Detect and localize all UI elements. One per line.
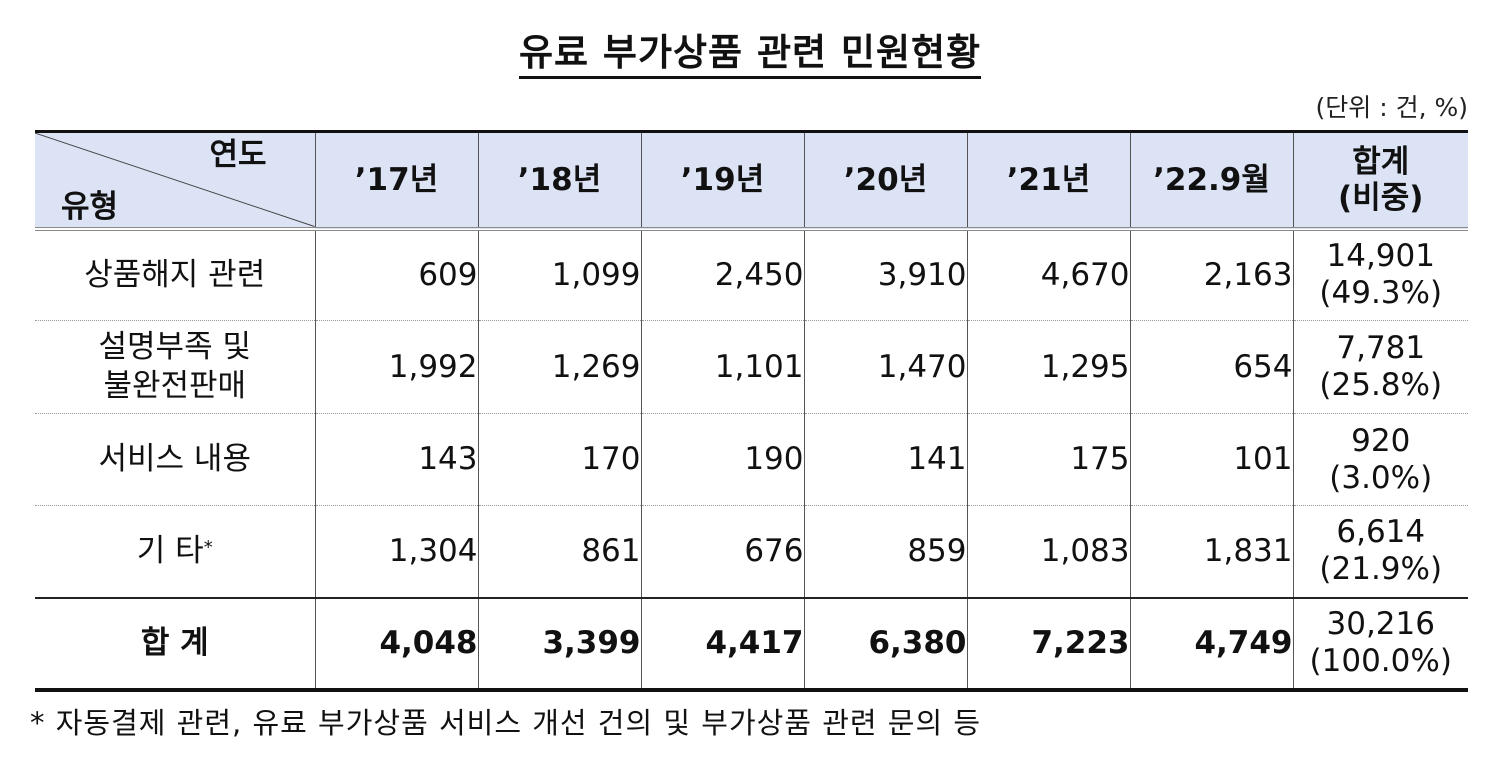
col-header-2017: ’17년 (314, 130, 478, 231)
grand-total-count: 30,216 (1326, 606, 1435, 642)
cell-value: 654 (1129, 320, 1293, 414)
footnote-marker: * (203, 536, 213, 558)
table-row: 기 타* 1,304 861 676 859 1,083 1,831 6,614… (35, 505, 1468, 598)
row-label-line2: 불완전판매 (103, 368, 247, 404)
total-share: (21.9%) (1319, 551, 1443, 588)
cell-value: 1,304 (314, 505, 478, 598)
total-cell-value: 4,048 (314, 596, 478, 692)
total-row: 합 계 4,048 3,399 4,417 6,380 7,223 4,749 … (35, 596, 1468, 692)
cell-value: 859 (803, 505, 967, 598)
cell-value: 1,269 (477, 320, 641, 414)
cell-value: 4,670 (966, 228, 1130, 321)
row-label: 설명부족 및 불완전판매 (35, 320, 315, 414)
cell-total: 14,901 (49.3%) (1292, 228, 1468, 321)
col-header-2020: ’20년 (803, 130, 967, 231)
cell-value: 190 (640, 413, 804, 506)
grand-total-cell: 30,216 (100.0%) (1292, 596, 1468, 692)
cell-total: 7,781 (25.8%) (1292, 320, 1468, 414)
page-title: 유료 부가상품 관련 민원현황 (0, 22, 1500, 79)
total-cell-value: 7,223 (966, 596, 1130, 692)
total-cell-value: 4,749 (1129, 596, 1293, 692)
cell-value: 1,083 (966, 505, 1130, 598)
total-header-line1: 합계 (1352, 143, 1410, 180)
complaints-table: 연도 유형 ’17년 ’18년 ’19년 ’20년 ’21년 ’22.9월 합계… (35, 130, 1468, 692)
cell-value: 1,099 (477, 228, 641, 321)
col-header-2022-sep: ’22.9월 (1129, 130, 1293, 231)
total-share: (49.3%) (1319, 275, 1443, 312)
col-header-total: 합계 (비중) (1292, 130, 1468, 231)
total-count: 920 (1351, 422, 1411, 459)
footnote: * 자동결제 관련, 유료 부가상품 서비스 개선 건의 및 부가상품 관련 문… (30, 706, 982, 740)
total-share: (25.8%) (1319, 367, 1443, 403)
cell-value: 1,295 (966, 320, 1130, 414)
cell-value: 1,101 (640, 320, 804, 414)
total-share: (3.0%) (1329, 459, 1433, 496)
cell-total: 920 (3.0%) (1292, 413, 1468, 506)
total-row-label: 합 계 (35, 596, 315, 692)
cell-value: 175 (966, 413, 1130, 506)
table-row: 서비스 내용 143 170 190 141 175 101 920 (3.0%… (35, 413, 1468, 506)
cell-value: 609 (314, 228, 478, 321)
total-cell-value: 4,417 (640, 596, 804, 692)
cell-value: 2,163 (1129, 228, 1293, 321)
row-label: 상품해지 관련 (35, 229, 315, 321)
table-row: 설명부족 및 불완전판매 1,992 1,269 1,101 1,470 1,2… (35, 320, 1468, 414)
cell-total: 6,614 (21.9%) (1292, 505, 1468, 598)
total-count: 14,901 (1326, 238, 1435, 275)
col-header-2018: ’18년 (477, 130, 641, 231)
corner-type-label: 유형 (61, 188, 119, 225)
row-label: 기 타* (35, 505, 315, 598)
total-header-line2: (비중) (1338, 179, 1424, 216)
cell-value: 141 (803, 413, 967, 506)
row-label-line1: 설명부족 및 (98, 329, 251, 365)
cell-value: 1,470 (803, 320, 967, 414)
unit-label: (단위 : 건, %) (1315, 93, 1468, 122)
total-count: 7,781 (1336, 330, 1426, 366)
cell-value: 861 (477, 505, 641, 598)
cell-value: 676 (640, 505, 804, 598)
col-header-2019: ’19년 (640, 130, 804, 231)
page-title-text: 유료 부가상품 관련 민원현황 (518, 31, 982, 79)
cell-value: 101 (1129, 413, 1293, 506)
row-label: 서비스 내용 (35, 413, 315, 506)
total-count: 6,614 (1336, 514, 1426, 551)
header-row: 연도 유형 ’17년 ’18년 ’19년 ’20년 ’21년 ’22.9월 합계… (35, 130, 1468, 231)
cell-value: 1,831 (1129, 505, 1293, 598)
table-row: 상품해지 관련 609 1,099 2,450 3,910 4,670 2,16… (35, 228, 1468, 321)
row-label-text: 기 타 (136, 532, 204, 569)
total-cell-value: 3,399 (477, 596, 641, 692)
row-label-text: 서비스 내용 (98, 441, 251, 477)
col-header-2021: ’21년 (966, 130, 1130, 231)
cell-value: 1,992 (314, 320, 478, 414)
cell-value: 3,910 (803, 228, 967, 321)
corner-year-label: 연도 (209, 137, 267, 173)
corner-header: 연도 유형 (35, 130, 315, 231)
cell-value: 143 (314, 413, 478, 506)
cell-value: 2,450 (640, 228, 804, 321)
total-cell-value: 6,380 (803, 596, 967, 692)
row-label-text: 상품해지 관련 (84, 256, 266, 293)
cell-value: 170 (477, 413, 641, 506)
grand-total-share: (100.0%) (1309, 643, 1452, 679)
diagonal-divider-icon (35, 133, 315, 227)
